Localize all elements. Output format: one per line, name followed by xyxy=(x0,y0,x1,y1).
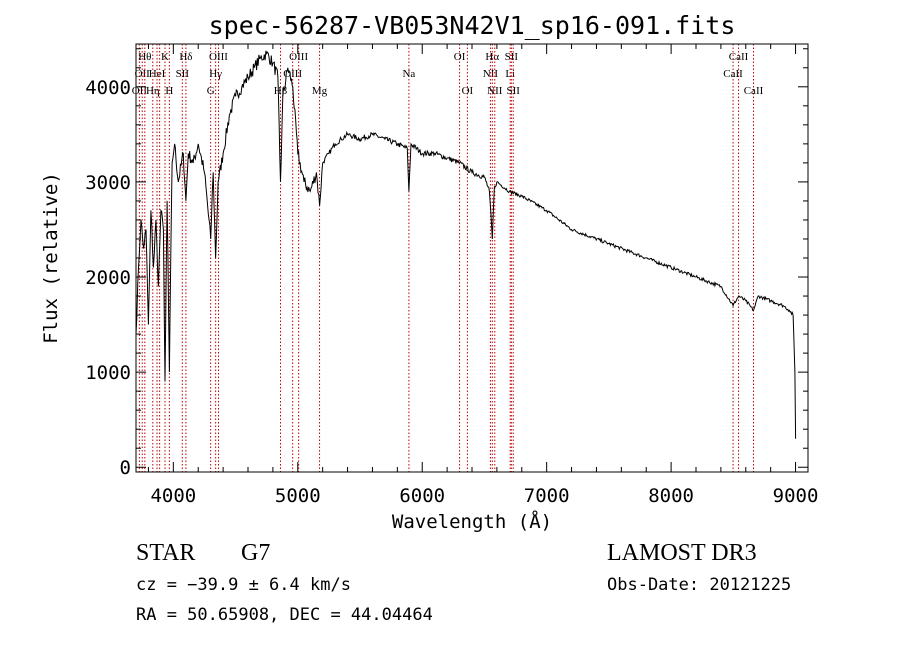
marker-label: CaII xyxy=(744,85,764,97)
y-tick-label: 0 xyxy=(120,457,131,479)
marker-label: G xyxy=(207,85,215,97)
marker-label: SII xyxy=(505,51,519,63)
spectrum-line xyxy=(135,50,797,439)
y-tick-label: 1000 xyxy=(85,362,131,384)
marker-label: Hδ xyxy=(179,51,192,63)
marker-label: Hη xyxy=(146,85,160,97)
y-tick-label: 2000 xyxy=(85,267,131,289)
survey-name: LAMOST DR3 xyxy=(607,540,757,566)
y-tick-label: 4000 xyxy=(85,77,131,99)
coordinates: RA = 50.65908, DEC = 44.04464 xyxy=(136,605,433,625)
observation-date: Obs-Date: 20121225 xyxy=(607,575,791,595)
x-axis-ticks: 4000 5000 6000 7000 8000 9000 xyxy=(147,44,819,507)
marker-label: OI xyxy=(454,51,466,63)
object-subclass: G7 xyxy=(241,540,270,566)
marker-label: Hα xyxy=(485,51,499,63)
marker-label: H xyxy=(165,85,173,97)
marker-label: OIII xyxy=(209,51,228,63)
marker-label: CaII xyxy=(729,51,749,63)
marker-label: Mg xyxy=(312,85,328,97)
redshift-velocity: cz = −39.9 ± 6.4 km/s xyxy=(136,575,351,595)
marker-label: NII xyxy=(487,85,503,97)
x-axis-label: Wavelength (Å) xyxy=(392,510,552,533)
x-tick-label: 5000 xyxy=(275,485,321,507)
marker-label: Hγ xyxy=(209,68,222,80)
marker-label: SII xyxy=(506,85,520,97)
marker-label: OI xyxy=(462,85,474,97)
spectrum-series xyxy=(135,50,797,439)
chart-title: spec-56287-VB053N42V1_sp16-091.fits xyxy=(209,11,736,40)
x-tick-label: 9000 xyxy=(773,485,819,507)
y-tick-label: 3000 xyxy=(85,172,131,194)
marker-label: OIII xyxy=(289,51,308,63)
marker-label: CaII xyxy=(723,68,743,80)
x-tick-label: 7000 xyxy=(524,485,570,507)
plot-frame xyxy=(135,43,809,473)
marker-label: NII xyxy=(483,68,499,80)
marker-label: Na xyxy=(402,68,415,80)
object-class: STAR xyxy=(136,540,195,566)
y-axis-ticks: 0 1000 2000 3000 4000 xyxy=(85,48,808,479)
line-markers: OIIOIIHθHηHeIKHSIIHδGHγOIIIHβOIIIOIIIMgN… xyxy=(132,44,764,472)
marker-label: HeI xyxy=(149,68,166,80)
marker-label: OII xyxy=(135,68,151,80)
marker-label: SII xyxy=(176,68,190,80)
y-axis-label: Flux (relative) xyxy=(40,172,62,344)
marker-label: Hθ xyxy=(138,51,151,63)
x-tick-label: 8000 xyxy=(648,485,694,507)
x-tick-label: 4000 xyxy=(150,485,196,507)
marker-label: Li xyxy=(505,68,515,80)
marker-label: K xyxy=(161,51,169,63)
x-tick-label: 6000 xyxy=(399,485,445,507)
